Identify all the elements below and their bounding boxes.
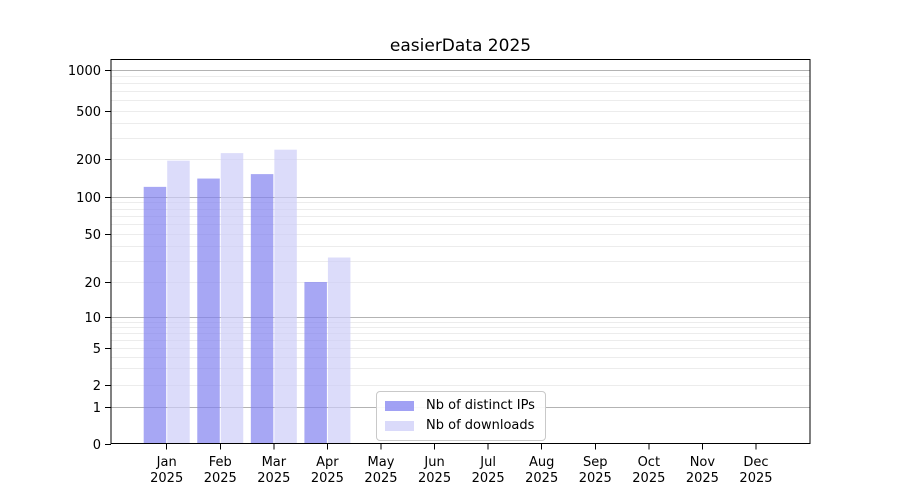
legend-box: Nb of distinct IPs Nb of downloads (376, 391, 546, 441)
y-tick-label: 1 (93, 401, 101, 416)
y-tick-label: 0 (93, 438, 101, 453)
x-tick-label-year: 2025 (525, 471, 558, 486)
legend-item-downloads: Nb of downloads (385, 418, 537, 433)
bars (143, 149, 351, 444)
axis-frame (110, 59, 811, 444)
x-tick-label-year: 2025 (311, 471, 344, 486)
x-tick-label-month: Oct (638, 455, 660, 470)
y-axis-ticks: 0 1 2 5 10 20 50 100 200 500 1000 (68, 64, 111, 453)
bar-downloads-jan (167, 160, 190, 444)
legend-label-distinct-ips: Nb of distinct IPs (426, 398, 535, 413)
x-tick-label-month: Sep (583, 455, 608, 470)
y-tick-label: 10 (84, 311, 101, 326)
chart-title: easierData 2025 (389, 36, 532, 56)
x-tick-label-month: Nov (690, 455, 716, 470)
y-tick-label: 20 (84, 276, 101, 291)
legend-swatch-downloads (385, 420, 414, 431)
x-tick-label-year: 2025 (150, 471, 183, 486)
x-tick-label-year: 2025 (579, 471, 612, 486)
legend-label-downloads: Nb of downloads (426, 418, 535, 433)
x-tick-label-month: Feb (209, 455, 232, 470)
x-tick-label-year: 2025 (632, 471, 665, 486)
y-tick-label: 2 (93, 379, 101, 394)
y-tick-label: 200 (76, 153, 101, 168)
y-tick-label: 50 (84, 228, 101, 243)
x-tick-label-month: Jul (479, 455, 496, 470)
x-tick-label-year: 2025 (257, 471, 290, 486)
x-tick-label-year: 2025 (686, 471, 719, 486)
x-tick-label-year: 2025 (472, 471, 505, 486)
x-tick-label-year: 2025 (364, 471, 397, 486)
bar-downloads-mar (274, 149, 297, 444)
y-tick-label: 5 (93, 342, 101, 357)
legend-item-distinct-ips: Nb of distinct IPs (385, 398, 537, 413)
x-tick-label-month: Mar (262, 455, 287, 470)
y-tick-label: 100 (76, 191, 101, 206)
x-tick-label-year: 2025 (739, 471, 772, 486)
bar-distinct-ips-apr (304, 281, 327, 444)
bar-downloads-feb (220, 153, 244, 444)
bar-distinct-ips-mar (250, 174, 274, 444)
x-tick-label-month: Aug (529, 455, 554, 470)
y-tick-label: 1000 (68, 64, 101, 79)
x-tick-label-month: Apr (316, 455, 339, 470)
x-tick-label-month: May (368, 455, 395, 470)
x-tick-label-month: Jun (423, 455, 444, 470)
x-tick-label-month: Dec (743, 455, 768, 470)
bar-distinct-ips-feb (197, 178, 220, 444)
x-axis-ticks: Jan2025Feb2025Mar2025Apr2025May2025Jun20… (150, 443, 773, 486)
bar-distinct-ips-jan (143, 186, 167, 444)
x-tick-label-month: Jan (156, 455, 177, 470)
legend-swatch-distinct-ips (385, 400, 414, 411)
x-tick-label-year: 2025 (204, 471, 237, 486)
y-tick-label: 500 (76, 105, 101, 120)
x-tick-label-year: 2025 (418, 471, 451, 486)
bar-downloads-apr (327, 257, 351, 444)
